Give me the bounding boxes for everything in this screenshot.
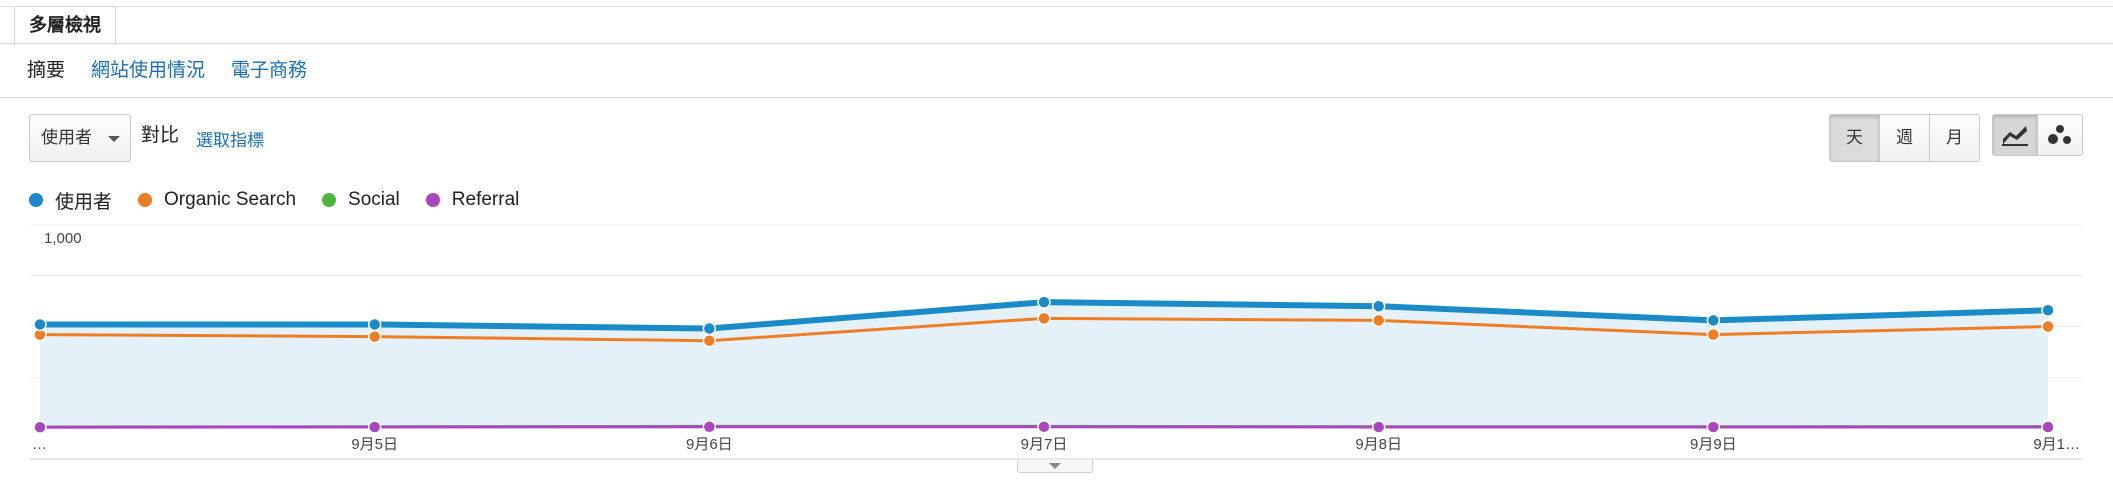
data-point [2041,420,2055,434]
x-tick-label: 9月5日 [351,436,398,453]
legend-item-users[interactable]: 使用者 [29,187,112,214]
line-chart-button[interactable] [1993,115,2037,155]
period-week-button[interactable]: 週 [1879,115,1929,161]
data-point [702,333,717,348]
x-tick-label: 9月8日 [1355,436,1402,453]
top-frame [0,0,2113,7]
motion-chart-button[interactable] [2037,115,2082,155]
legend-label: 使用者 [55,191,113,213]
metric-select-value: 使用者 [41,128,92,147]
data-point [1371,313,1386,328]
tab-multi-level-view[interactable]: 多層檢視 [14,6,116,46]
legend-dot [138,193,153,207]
data-point [33,420,47,434]
data-point [367,329,382,344]
subnav-divider [0,97,2113,98]
legend-label: Referral [451,189,520,210]
users-area-fill [40,302,2048,428]
legend-dot [425,193,440,207]
x-tick-label: 9月9日 [1690,436,1737,453]
data-point [702,420,717,434]
data-point [367,420,382,434]
report-subnav: 摘要 網站使用情況 電子商務 [27,56,307,86]
chevron-down-icon [1049,463,1061,469]
x-tick-label: 9月1… [2033,436,2080,453]
legend-dot [322,193,337,207]
data-point [1037,420,1051,434]
tab-bar-divider [0,43,2113,44]
subnav-site-usage[interactable]: 網站使用情況 [91,60,206,81]
line-chart: 1,000500…9月5日9月6日9月7日9月8日9月9日9月1… [30,224,2083,460]
data-point [1706,313,1721,328]
data-point [367,317,382,332]
select-metric-link[interactable]: 選取指標 [196,131,264,150]
data-point [2041,319,2055,334]
subnav-ecommerce[interactable]: 電子商務 [231,60,308,81]
x-tick-label: 9月6日 [686,436,733,453]
metric-select[interactable]: 使用者 [29,114,131,162]
period-toggle: 天 週 月 [1829,114,1980,162]
data-point [2041,303,2055,318]
legend-label: Organic Search [164,189,297,210]
legend-dot [29,193,43,207]
line-chart-icon [2002,126,2028,146]
legend-item-social[interactable]: Social [322,189,400,211]
subnav-summary[interactable]: 摘要 [27,60,66,81]
data-point [1706,327,1721,342]
chart-view-toggle [1992,114,2083,156]
legend-item-referral[interactable]: Referral [425,189,520,211]
chevron-down-icon [108,136,120,142]
legend-label: Social [348,189,400,210]
chart-legend: 使用者 Organic Search Social Referral [29,186,545,214]
compare-label: 對比 [141,125,180,146]
data-point [702,321,717,336]
period-day-button[interactable]: 天 [1830,115,1879,161]
x-tick-label: … [32,436,47,453]
data-point [1371,299,1386,313]
period-month-button[interactable]: 月 [1929,115,1979,161]
data-point [1371,420,1386,434]
data-point [1037,295,1051,309]
data-point [1706,420,1721,434]
x-tick-label: 9月7日 [1021,436,1068,453]
legend-item-organic-search[interactable]: Organic Search [138,189,296,211]
data-point [1037,311,1051,326]
chart-collapse-toggle[interactable] [1017,460,1093,473]
data-point [33,317,47,332]
y-tick-label: 1,000 [44,230,82,247]
motion-chart-icon [2048,125,2071,144]
